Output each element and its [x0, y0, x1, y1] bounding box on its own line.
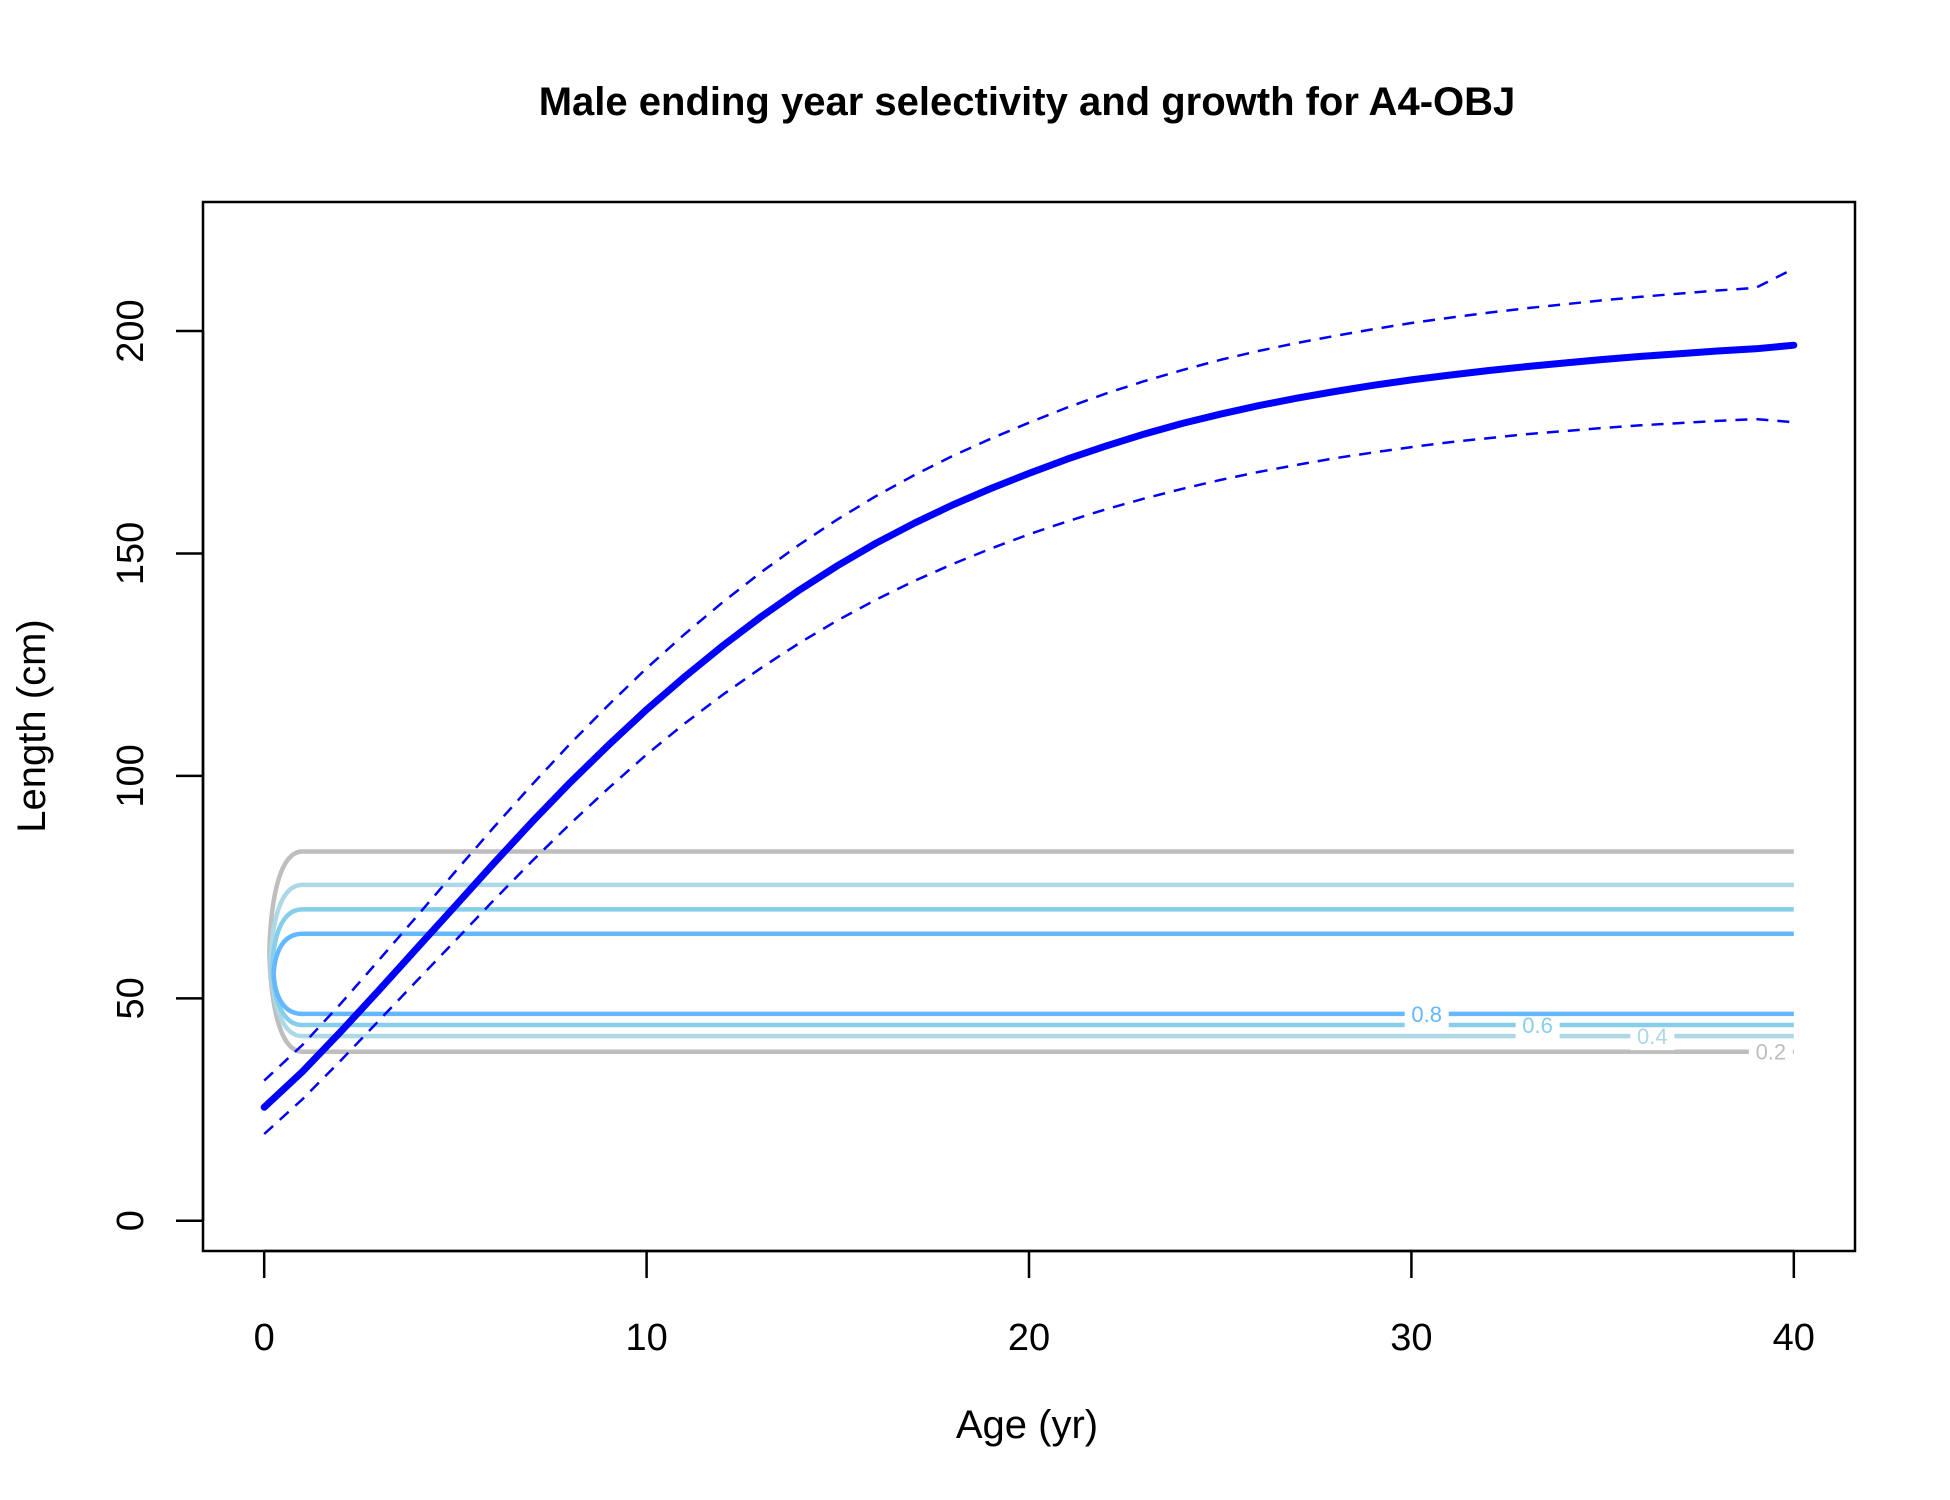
contour-label-bg-0.8	[1404, 999, 1449, 1028]
y-tick-label: 150	[110, 522, 152, 585]
contour-label-bg-0.2	[1748, 1037, 1793, 1066]
contour-label-0.8: 0.8	[1411, 1002, 1442, 1027]
y-tick-label: 200	[110, 299, 152, 362]
selectivity-contours: 0.2 0.4 0.6 0.8	[267, 849, 1794, 1066]
series-mean	[260, 341, 1798, 1111]
contour-line-0.8	[271, 931, 1794, 1017]
growth-series	[260, 267, 1798, 1135]
contour-line-0.2	[267, 849, 1794, 1054]
contour-label-0.2: 0.2	[1756, 1040, 1787, 1065]
y-axis: 0 50 100 150 200	[110, 299, 205, 1231]
x-tick-label: 20	[1008, 1317, 1050, 1359]
x-tick-label: 10	[625, 1317, 667, 1359]
contour-label-0.4: 0.4	[1637, 1024, 1668, 1049]
y-tick-label: 50	[110, 977, 152, 1019]
contour-label-0.6: 0.6	[1522, 1013, 1553, 1038]
x-tick-label: 0	[254, 1317, 275, 1359]
x-tick-label: 40	[1773, 1317, 1815, 1359]
x-axis: 0 10 20 30 40	[254, 1249, 1815, 1359]
x-axis-label: Age (yr)	[956, 1403, 1098, 1447]
x-tick-label: 30	[1390, 1317, 1432, 1359]
series-lower-interval	[263, 417, 1794, 1135]
contour-line-0.6	[270, 907, 1794, 1028]
y-tick-label: 100	[110, 744, 152, 807]
series-upper-interval	[263, 267, 1795, 1082]
chart-title: Male ending year selectivity and growth …	[539, 80, 1516, 124]
y-tick-label: 0	[110, 1210, 152, 1231]
y-axis-label: Length (cm)	[10, 619, 54, 832]
